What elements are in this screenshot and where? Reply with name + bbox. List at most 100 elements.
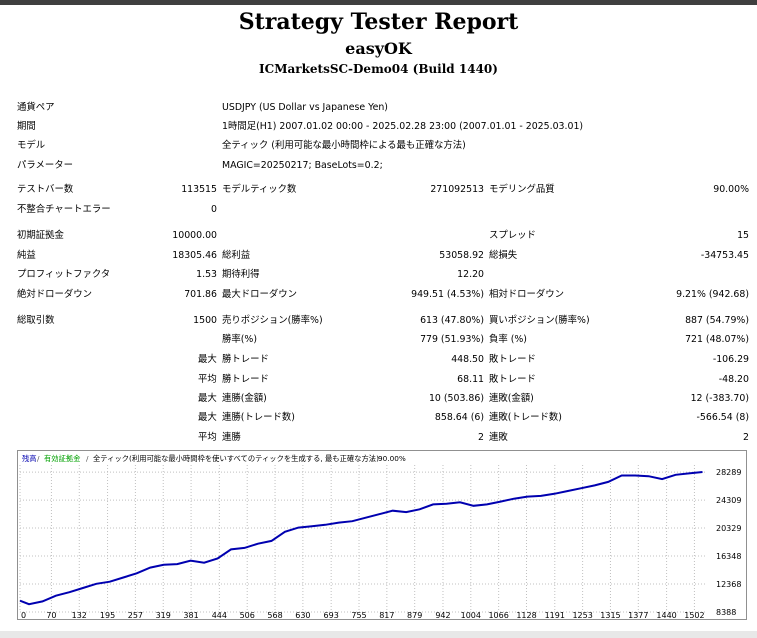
avg-loss-value: -48.20 [718,374,749,385]
x-tick-label: 568 [267,611,282,620]
x-tick-label: 755 [351,611,366,620]
losspct-value: 721 (48.07%) [685,334,749,345]
legend-equity: 有効証拠金 [44,454,81,463]
x-tick-label: 942 [435,611,450,620]
avg-consec-loss-value: 2 [743,432,749,443]
mismatch-value: 0 [211,204,217,215]
top-border [0,0,757,5]
expected-value: 12.20 [457,269,484,280]
avg-consec-win-label: 連勝 [222,432,241,443]
pf-value: 1.53 [196,269,217,280]
avg-win-value: 68.11 [457,374,484,385]
params-value: MAGIC=20250217; BaseLots=0.2; [222,160,383,171]
x-tick-label: 1004 [461,611,481,620]
largest-loss-value: -106.29 [712,354,749,365]
max-consec-lossamt-value: -566.54 (8) [696,412,749,423]
svg-text:/: / [37,454,40,463]
model-value: 全ティック (利用可能な最小時間枠による最も正確な方法) [222,140,466,151]
winpct-value: 779 (51.93%) [420,334,484,345]
largest-loss-label: 敗トレード [489,354,536,365]
x-tick-label: 1191 [545,611,565,620]
short-label: 売りポジション(勝率%) [222,315,323,326]
params-label: パラメーター [17,160,73,171]
x-tick-label: 444 [212,611,227,620]
trades-value: 1500 [193,315,217,326]
x-tick-label: 195 [100,611,115,620]
netprofit-label: 純益 [17,250,36,261]
legend-balance: 残高 [22,454,37,463]
x-tick-label: 1377 [628,611,648,620]
largest-word: 最大 [198,354,217,365]
legend-model: 全ティック(利用可能な最小時間枠を使いすべてのティックを生成する, 最も正確な方… [93,454,379,463]
avg-win-label: 勝トレード [222,374,269,385]
grossprofit-label: 総利益 [222,250,251,261]
x-tick-label: 132 [72,611,87,620]
x-tick-label: 506 [240,611,255,620]
balance-chart: 0 70 132 195 257 319 381 444 506 568 630 693 755 817 8… [17,450,747,620]
x-tick-label: 1128 [516,611,536,620]
svg-text:/: / [86,454,89,463]
average-word: 平均 [198,374,217,385]
max-consec-profit-value: 858.64 (6) [434,412,484,423]
absdd-label: 絶対ドローダウン [17,289,93,300]
max-consec-win-value: 10 (503.86) [428,393,484,404]
grossloss-value: -34753.45 [700,250,749,261]
max-consec-win-label: 連勝(金額) [222,393,267,404]
period-label: 期間 [17,121,36,132]
max-consec-lossamt-label: 連敗(トレード数) [489,412,562,423]
x-tick-label: 70 [46,611,56,620]
long-label: 買いポジション(勝率%) [489,315,590,326]
quality-label: モデリング品質 [489,184,555,195]
quality-value: 90.00% [713,184,749,195]
trades-label: 総取引数 [17,315,55,326]
largest-win-value: 448.50 [451,354,484,365]
reldd-label: 相対ドローダウン [489,289,565,300]
period-value: 1時間足(H1) 2007.01.02 00:00 - 2025.02.28 2… [222,121,584,132]
winpct-label: 勝率(%) [222,334,257,345]
avg-consec-loss-label: 連敗 [489,432,508,443]
losspct-label: 負率 (%) [489,334,527,345]
ticks-value: 271092513 [430,184,484,195]
avg-consec-win-value: 2 [478,432,484,443]
x-tick-label: 1440 [656,611,676,620]
average-word: 平均 [198,432,217,443]
ticks-label: モデルティック数 [222,184,297,195]
reldd-value: 9.21% (942.68) [676,289,749,300]
x-tick-label: 817 [379,611,394,620]
server-build: ICMarketsSC-Demo04 (Build 1440) [259,62,498,76]
bars-label: テストバー数 [17,184,74,195]
expert-name: easyOK [345,39,412,58]
max-word: 最大 [198,393,217,404]
max-consec-loss-value: 12 (-383.70) [690,393,749,404]
footer-bar [0,631,757,638]
x-tick-label: 257 [128,611,143,620]
max-word: 最大 [198,412,217,423]
bars-value: 113515 [181,184,217,195]
y-tick-label: 24309 [716,496,741,505]
y-tick-label: 16348 [716,552,741,561]
svg-text:/: / [371,454,374,463]
x-tick-label: 693 [324,611,339,620]
x-tick-label: 879 [407,611,422,620]
y-tick-label: 12368 [716,580,741,589]
absdd-value: 701.86 [184,289,217,300]
deposit-label: 初期証拠金 [17,230,64,241]
netprofit-value: 18305.46 [172,250,217,261]
mismatch-label: 不整合チャートエラー [17,204,111,215]
y-tick-label: 28289 [716,468,741,477]
x-tick-label: 1315 [600,611,620,620]
x-tick-label: 1253 [572,611,592,620]
grossloss-label: 総損失 [489,250,518,261]
y-tick-label: 8388 [716,608,736,617]
x-tick-label: 319 [156,611,171,620]
x-tick-label: 1066 [488,611,508,620]
x-tick-label: 0 [21,611,26,620]
x-tick-label: 630 [295,611,310,620]
symbol-label: 通貨ペア [17,102,55,113]
y-tick-label: 20329 [716,524,741,533]
spread-value: 15 [737,230,749,241]
long-value: 887 (54.79%) [685,315,749,326]
spread-label: スプレッド [489,230,536,241]
symbol-value: USDJPY (US Dollar vs Japanese Yen) [222,102,388,113]
deposit-value: 10000.00 [172,230,217,241]
